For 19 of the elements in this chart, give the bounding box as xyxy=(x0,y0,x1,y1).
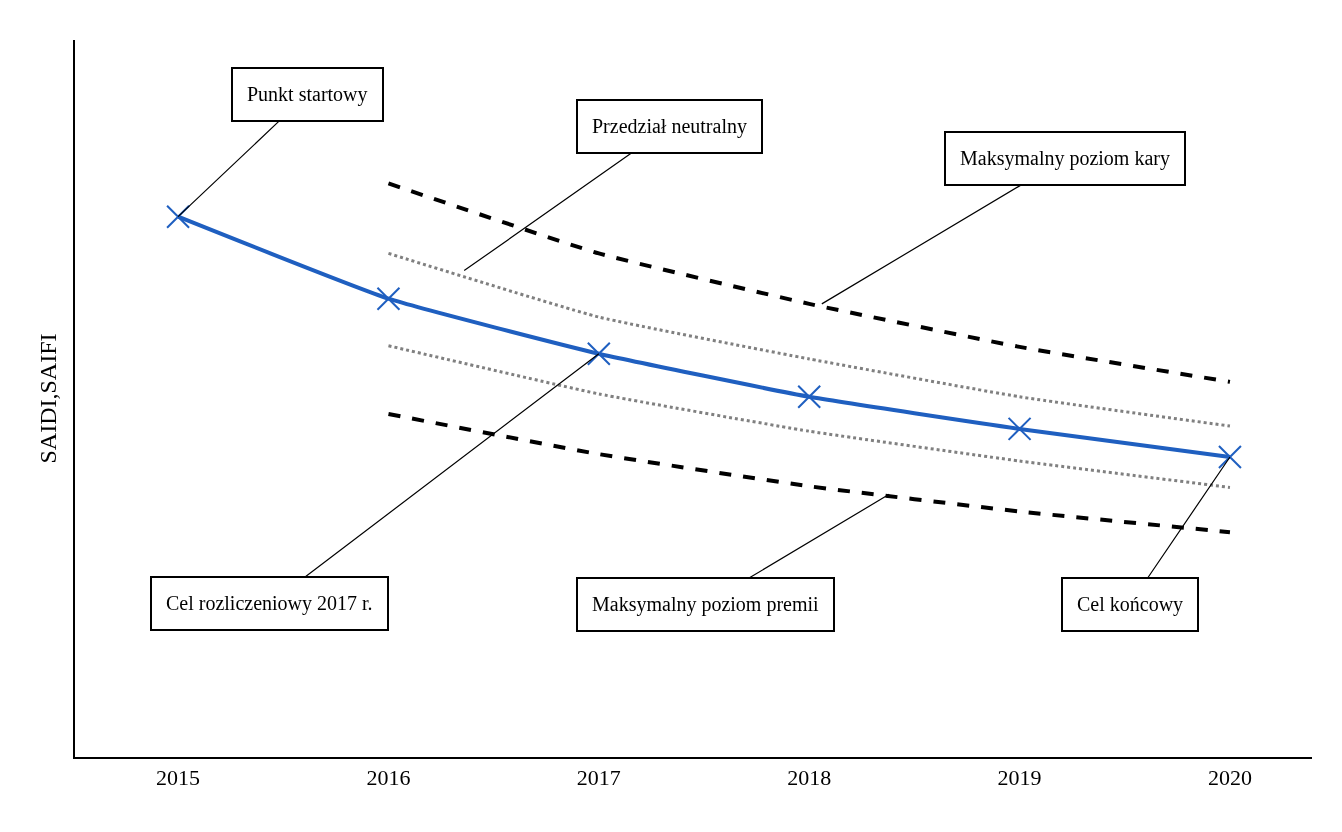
y-axis-title: SAIDI,SAIFI xyxy=(34,333,61,464)
point xyxy=(1007,416,1032,441)
annotation: Maksymalny poziom kary xyxy=(960,147,1170,170)
annotation: Punkt startowy xyxy=(247,83,368,106)
annotation: Maksymalny poziom premii xyxy=(592,593,820,616)
x-tick-label: 2019 xyxy=(997,765,1042,791)
annotation: Cel końcowy xyxy=(1077,593,1184,616)
annotation: Cel rozliczeniowy 2017 r. xyxy=(166,592,373,615)
x-tick-label: 2018 xyxy=(787,765,832,791)
point xyxy=(1217,445,1242,470)
point xyxy=(797,384,822,409)
x-tick-label: 2020 xyxy=(1207,765,1252,791)
x-tick-label: 2017 xyxy=(576,765,621,791)
point xyxy=(166,204,191,229)
x-tick-label: 2016 xyxy=(366,765,411,791)
x-tick-label: 2015 xyxy=(156,765,201,791)
point xyxy=(586,341,611,366)
point xyxy=(376,286,401,311)
annotation: Przedział neutralny xyxy=(592,115,747,138)
